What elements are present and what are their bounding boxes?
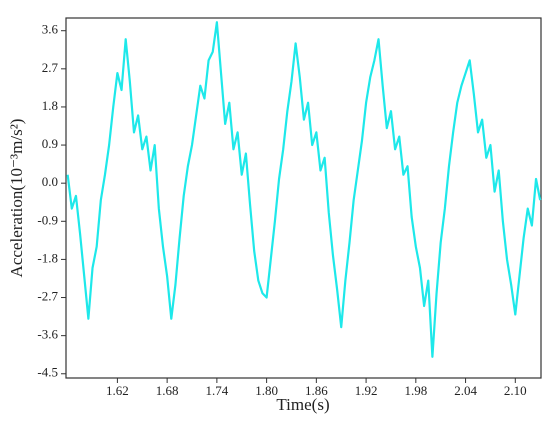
x-tick-label: 2.10 bbox=[504, 383, 527, 398]
y-tick-label: -2.7 bbox=[37, 289, 58, 304]
y-tick-label: -3.6 bbox=[37, 327, 58, 342]
plot-frame bbox=[65, 17, 542, 379]
y-axis-title: Acceleration(10⁻³m/s²) bbox=[7, 119, 26, 278]
x-tick-label: 2.04 bbox=[454, 383, 477, 398]
x-tick-label: 1.92 bbox=[355, 383, 378, 398]
data-line bbox=[66, 21, 542, 358]
y-tick-label: -4.5 bbox=[37, 365, 58, 380]
x-tick-label: 1.62 bbox=[106, 383, 129, 398]
x-axis-title: Time(s) bbox=[276, 395, 329, 414]
x-tick-label: 1.98 bbox=[404, 383, 427, 398]
x-tick-label: 1.74 bbox=[205, 383, 228, 398]
y-tick-label: 0.0 bbox=[42, 174, 58, 189]
x-tick-label: 1.86 bbox=[305, 383, 328, 398]
x-tick-label: 1.80 bbox=[255, 383, 278, 398]
y-tick-label: 1.8 bbox=[42, 98, 58, 113]
x-tick-label: 1.68 bbox=[156, 383, 179, 398]
y-tick-label: 2.7 bbox=[42, 60, 59, 75]
y-tick-label: 3.6 bbox=[42, 22, 59, 37]
y-tick-label: 0.9 bbox=[42, 136, 58, 151]
y-tick-label: -1.8 bbox=[37, 250, 58, 265]
y-tick-label: -0.9 bbox=[37, 212, 58, 227]
